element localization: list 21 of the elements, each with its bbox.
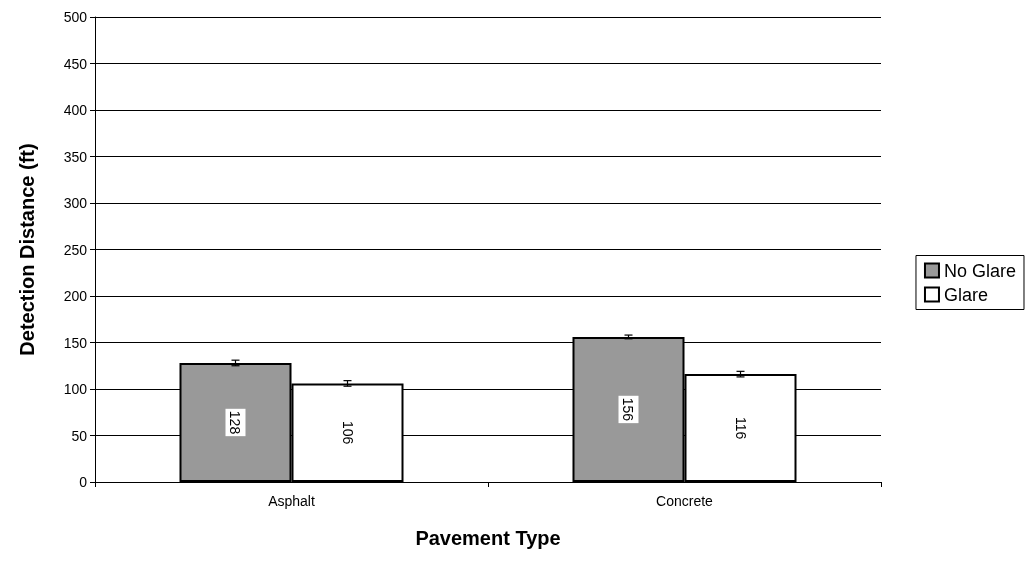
y-tick-label: 500 [63, 9, 88, 25]
y-tick-label: 0 [79, 474, 88, 490]
y-tick-label: 450 [63, 55, 88, 72]
y-tick-label: 250 [63, 241, 88, 258]
legend-label: Glare [943, 284, 988, 305]
x-tick-label: Asphalt [268, 493, 315, 509]
y-tick-label: 300 [63, 195, 88, 211]
y-axis-title: Detection Distance (ft) [16, 143, 38, 356]
data-label: 128 [227, 410, 244, 435]
y-tick-label: 400 [63, 102, 88, 118]
legend-label: No Glare [943, 260, 1016, 281]
y-tick-label: 350 [63, 148, 88, 165]
x-tick-label: Concrete [656, 493, 714, 509]
data-label: 106 [339, 421, 356, 445]
x-axis-title: Pavement Type [415, 527, 561, 549]
data-label: 156 [620, 397, 637, 422]
y-tick-label: 100 [63, 381, 88, 397]
y-tick-label: 200 [63, 288, 88, 304]
data-label: 116 [732, 416, 749, 440]
y-tick-label: 150 [63, 334, 88, 351]
y-tick-label: 50 [71, 427, 88, 444]
